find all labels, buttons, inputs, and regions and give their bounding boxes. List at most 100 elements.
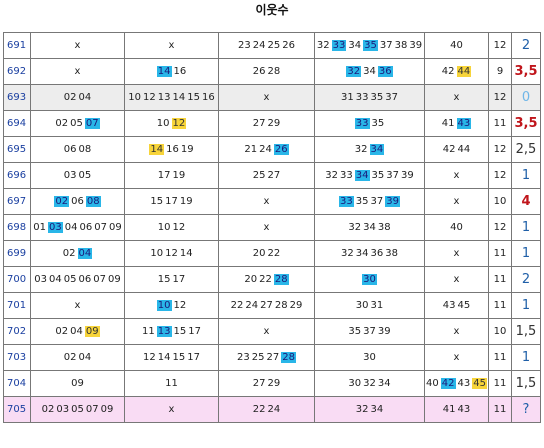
table-row: 701 x 10 12 22 24 27 28 29 30 31 43 45 11 1 <box>3 292 541 319</box>
number-token: 06 <box>78 274 92 285</box>
number-group-cell: 40 <box>424 214 489 241</box>
highlighted-number: 12 <box>171 118 187 129</box>
draw-number-cell: 705 <box>3 396 31 423</box>
number-token: 17 <box>172 274 186 285</box>
number-token: 27 <box>266 352 280 363</box>
highlighted-number: 33 <box>331 40 347 51</box>
number-token: 11 <box>165 378 178 389</box>
result-cell: 1 <box>511 344 541 371</box>
table-row: 695 06 08 14 16 19 21 24 26 32 34 42 44 12 2,5 <box>3 136 541 163</box>
number-group-cell: 22 24 <box>218 396 315 423</box>
number-token: 30 <box>363 352 376 363</box>
highlighted-number: 14 <box>149 144 165 155</box>
number-token: 22 <box>267 248 281 259</box>
number-token: 29 <box>267 378 281 389</box>
number-token: 31 <box>341 92 354 103</box>
number-token: 19 <box>179 196 193 207</box>
number-group-cell: 03 04 05 06 07 09 <box>30 266 125 293</box>
highlighted-number: 04 <box>77 248 93 259</box>
number-token: 15 <box>172 352 186 363</box>
number-group-cell: 02 03 05 07 09 <box>30 396 125 423</box>
number-token: 37 <box>386 170 399 181</box>
number-token: 09 <box>108 222 122 233</box>
number-group-cell: 15 17 19 <box>124 188 219 215</box>
number-group-cell: x <box>424 188 489 215</box>
number-token: 27 <box>267 170 281 181</box>
number-group-cell: 02 04 <box>30 344 125 371</box>
number-token: 11 <box>142 326 155 337</box>
highlighted-number: 32 <box>346 66 362 77</box>
number-token: 34 <box>377 378 391 389</box>
count-cell: 11 <box>488 240 512 267</box>
number-token: 04 <box>70 326 83 337</box>
number-token: 09 <box>107 274 121 285</box>
number-token: 37 <box>379 40 393 51</box>
highlighted-number: 28 <box>281 352 296 363</box>
number-group-cell: 32 33 34 35 37 38 39 <box>314 32 425 59</box>
number-group-cell: 23 24 25 26 <box>218 32 315 59</box>
number-token: 12 <box>143 352 156 363</box>
number-token: 08 <box>78 144 92 155</box>
highlighted-number: 35 <box>363 40 378 51</box>
table-row: 691 x x 23 24 25 26 32 33 34 35 37 38 39 40 12 2 <box>3 32 541 59</box>
draw-number-cell: 702 <box>3 318 31 345</box>
number-group-cell: 20 22 <box>218 240 315 267</box>
number-group-cell: 32 34 38 <box>314 214 425 241</box>
number-token: 32 <box>325 170 339 181</box>
number-group-cell: 27 29 <box>218 110 315 137</box>
highlighted-number: 45 <box>472 378 487 389</box>
number-token: 17 <box>188 326 201 337</box>
number-token: 24 <box>259 144 272 155</box>
number-group-cell: 32 34 36 38 <box>314 240 425 267</box>
number-token: 38 <box>377 222 391 233</box>
number-token: 34 <box>363 66 376 77</box>
number-token: 22 <box>259 274 272 285</box>
number-token: 07 <box>93 274 106 285</box>
number-token: 34 <box>355 248 369 259</box>
number-token: 12 <box>143 92 156 103</box>
number-token: 24 <box>267 404 281 415</box>
number-token: 22 <box>252 404 266 415</box>
number-token: 03 <box>34 274 48 285</box>
number-token: 04 <box>64 222 78 233</box>
number-group-cell: 27 29 <box>218 370 315 397</box>
result-cell: 4 <box>511 188 541 215</box>
page-title: 이웃수 <box>255 3 289 17</box>
number-group-cell: 14 16 19 <box>124 136 219 163</box>
number-token: 26 <box>282 40 295 51</box>
table-row: 694 02 05 07 10 12 27 29 33 35 41 43 11 3,5 <box>3 110 541 137</box>
number-token: 25 <box>267 40 281 51</box>
number-token: 12 <box>172 222 186 233</box>
number-token: 34 <box>363 222 376 233</box>
number-token: 38 <box>394 40 408 51</box>
number-token: x <box>263 196 270 207</box>
number-token: 04 <box>49 274 62 285</box>
table-row: 703 02 04 12 14 15 17 23 25 27 28 30 x 11 1 <box>3 344 541 371</box>
number-token: 30 <box>355 300 369 311</box>
number-group-cell: 03 05 <box>30 162 125 189</box>
number-group-cell: 31 33 35 37 <box>314 84 425 111</box>
number-token: 15 <box>173 326 187 337</box>
number-group-cell: x <box>218 214 315 241</box>
number-token: 04 <box>78 352 92 363</box>
highlighted-number: 34 <box>369 144 385 155</box>
draw-number-cell: 695 <box>3 136 31 163</box>
number-group-cell: 10 12 13 14 15 16 <box>124 84 219 111</box>
number-token: 27 <box>252 378 266 389</box>
result-cell: 1 <box>511 240 541 267</box>
number-token: 24 <box>245 300 259 311</box>
number-token: 17 <box>157 170 171 181</box>
number-token: 09 <box>100 404 114 415</box>
highlighted-number: 13 <box>156 326 172 337</box>
number-token: 06 <box>63 144 77 155</box>
count-cell: 11 <box>488 344 512 371</box>
table-row: 700 03 04 05 06 07 09 15 17 20 22 28 30 x 11 2 <box>3 266 541 293</box>
draw-number-cell: 700 <box>3 266 31 293</box>
number-group-cell: 01 03 04 06 07 09 <box>30 214 125 241</box>
count-cell: 9 <box>488 58 512 85</box>
number-token: 24 <box>252 40 266 51</box>
number-token: x <box>74 300 81 311</box>
draw-number-cell: 704 <box>3 370 31 397</box>
number-group-cell: x <box>30 32 125 59</box>
highlighted-number: 28 <box>273 274 289 285</box>
